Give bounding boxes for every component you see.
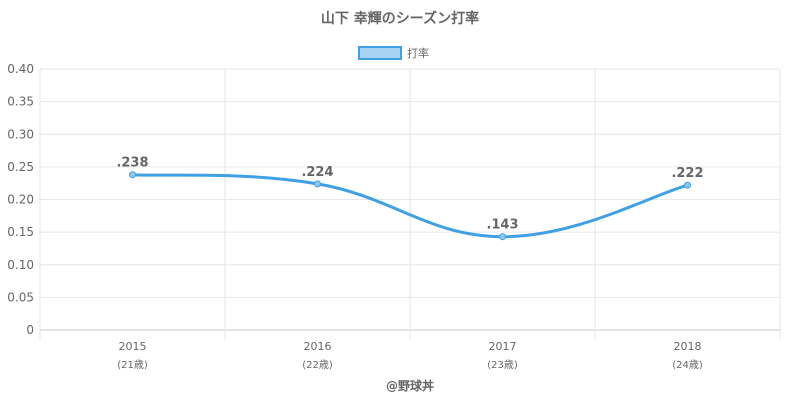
y-tick-label: 0.10 <box>7 258 34 272</box>
y-tick-label: 0.25 <box>7 160 34 174</box>
y-axis-ticks: 0 0.05 0.10 0.15 0.20 0.25 0.30 0.35 0.40 <box>7 62 34 337</box>
series-line <box>132 173 688 239</box>
y-tick-label: 0.30 <box>7 127 34 141</box>
data-labels: .238 .224 .143 .222 <box>116 156 703 233</box>
data-label: .224 <box>301 165 333 180</box>
legend[interactable]: 打率 <box>358 46 429 60</box>
x-tick-label: 2015 <box>119 340 147 353</box>
x-tick-label: 2017 <box>489 340 517 353</box>
data-label: .238 <box>116 156 148 171</box>
data-point[interactable] <box>314 180 321 188</box>
data-label: .222 <box>671 166 703 181</box>
data-points <box>129 171 691 241</box>
y-tick-label: 0.35 <box>7 95 34 109</box>
y-tick-label: 0.15 <box>7 225 34 239</box>
x-tick-sublabel: (24歳) <box>672 359 703 371</box>
x-tick-label: 2016 <box>304 340 332 353</box>
data-point[interactable] <box>499 233 506 241</box>
legend-label: 打率 <box>407 46 429 60</box>
x-tick-sublabel: (23歳) <box>487 359 518 371</box>
grid <box>39 68 781 340</box>
y-tick-label: 0 <box>26 323 34 337</box>
data-point[interactable] <box>684 181 691 189</box>
data-point[interactable] <box>129 171 136 179</box>
data-label: .143 <box>486 218 518 233</box>
y-tick-label: 0.20 <box>7 193 34 207</box>
chart-title: 山下 幸輝のシーズン打率 <box>321 10 479 27</box>
x-axis-ticks: 2015 (21歳) 2016 (22歳) 2017 (23歳) 2018 (24歳) <box>117 340 703 371</box>
y-tick-label: 0.40 <box>7 62 34 76</box>
credit-text: @野球丼 <box>386 378 434 393</box>
x-tick-sublabel: (21歳) <box>117 359 148 371</box>
legend-swatch <box>358 46 402 60</box>
x-tick-sublabel: (22歳) <box>302 359 333 371</box>
y-tick-label: 0.05 <box>7 290 34 304</box>
x-tick-label: 2018 <box>674 340 702 353</box>
